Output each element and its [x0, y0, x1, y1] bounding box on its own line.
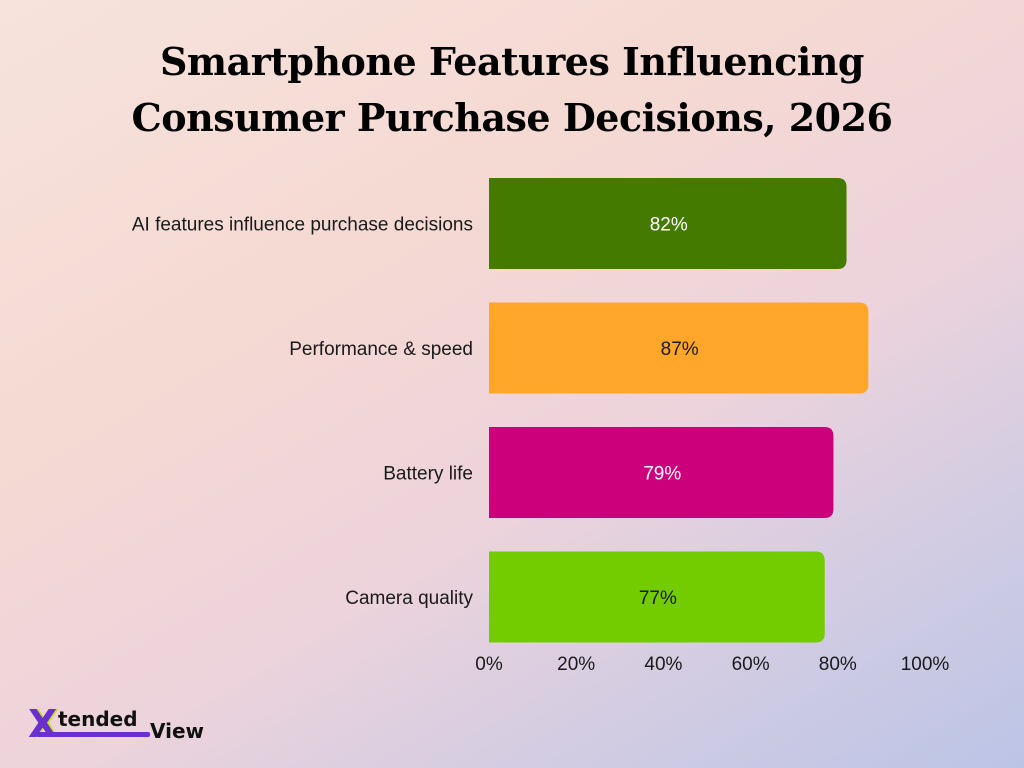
- xtendedview-logo: X tended View: [28, 704, 218, 744]
- x-tick-0pct: 0%: [475, 654, 503, 675]
- bar-ai-features-influence-purchase-decisions: [489, 178, 847, 269]
- x-tick-20pct: 20%: [557, 654, 595, 675]
- category-label-performance-speed: Performance & speed: [289, 339, 473, 360]
- logo-text-tended: tended: [58, 707, 138, 731]
- category-label-ai-features-influence-purchase-decisions: AI features influence purchase decisions: [132, 215, 473, 236]
- logo-underline: [36, 732, 150, 737]
- chart-title-line-2: Consumer Purchase Decisions, 2026: [131, 95, 893, 140]
- value-label-performance-speed: 87%: [661, 339, 699, 360]
- value-label-camera-quality: 77%: [639, 588, 677, 609]
- x-tick-100pct: 100%: [901, 654, 950, 675]
- bar-battery-life: [489, 427, 834, 518]
- x-tick-40pct: 40%: [644, 654, 682, 675]
- value-label-battery-life: 79%: [643, 464, 681, 485]
- x-tick-60pct: 60%: [732, 654, 770, 675]
- logo-x-mark: X: [28, 702, 58, 746]
- x-tick-80pct: 80%: [819, 654, 857, 675]
- bar-performance-speed: [489, 302, 869, 394]
- category-label-camera-quality: Camera quality: [345, 588, 473, 609]
- chart-title: Smartphone Features Influencing Consumer…: [0, 34, 1024, 146]
- category-label-battery-life: Battery life: [383, 464, 473, 485]
- value-label-ai-features-influence-purchase-decisions: 82%: [650, 215, 688, 236]
- chart-title-line-1: Smartphone Features Influencing: [159, 39, 865, 84]
- bar-camera-quality: [489, 551, 825, 643]
- logo-text-view: View: [150, 719, 205, 743]
